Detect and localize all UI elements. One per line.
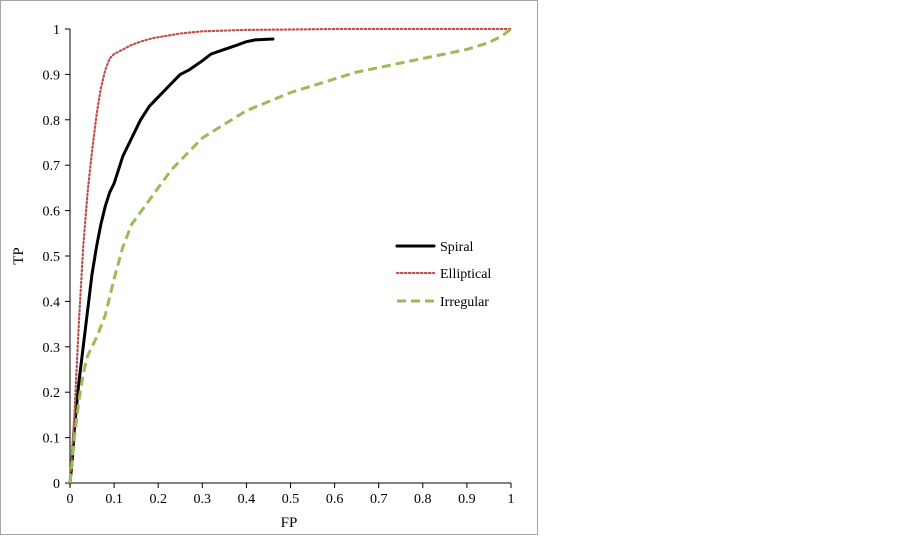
legend-label-irregular: Irregular [440, 295, 489, 310]
legend-label-elliptical: Elliptical [440, 267, 491, 282]
x-tick-label: 0.8 [414, 492, 432, 507]
y-tick-label: 0.4 [43, 295, 61, 310]
y-tick-label: 0.1 [43, 432, 61, 447]
x-tick-label: 0.3 [194, 492, 212, 507]
y-tick-label: 0.2 [43, 386, 61, 401]
x-tick-label: 0.6 [326, 492, 344, 507]
y-tick-label: 0 [53, 477, 60, 492]
legend-label-spiral: Spiral [440, 240, 474, 255]
x-tick-label: 0.7 [370, 492, 388, 507]
chart-frame [0, 0, 538, 535]
y-tick-label: 0.7 [43, 159, 61, 174]
series-line-elliptical [68, 27, 513, 485]
y-tick-label: 1 [53, 23, 60, 38]
series-layer [68, 27, 513, 485]
legend-item-irregular: Irregular [397, 295, 489, 310]
y-axis-ticks: 0 0.1 0.2 0.3 0.4 0.5 0.6 0.7 0.8 0.9 1 [43, 23, 70, 492]
x-tick-label: 0.2 [149, 492, 167, 507]
x-tick-label: 0.5 [282, 492, 300, 507]
series-line-irregular [68, 27, 512, 484]
y-tick-label: 0.6 [43, 205, 61, 220]
x-tick-label: 0 [67, 492, 74, 507]
y-tick-label: 0.5 [43, 250, 61, 265]
x-tick-label: 1 [508, 492, 515, 507]
y-tick-label: 0.9 [43, 68, 61, 83]
x-tick-label: 0.4 [238, 492, 256, 507]
legend-item-elliptical: Elliptical [395, 267, 491, 282]
y-tick-label: 0.3 [43, 341, 61, 356]
series-line-spiral [68, 37, 275, 485]
x-axis-title: FP [281, 515, 298, 531]
y-tick-label: 0.8 [43, 114, 61, 129]
x-axis-ticks: 0 0.1 0.2 0.3 0.4 0.5 0.6 0.7 0.8 0.9 1 [67, 483, 515, 507]
y-axis-title: TP [11, 247, 27, 265]
x-tick-label: 0.1 [105, 492, 123, 507]
legend: Spiral Elliptical Irregular [395, 240, 491, 310]
x-tick-label: 0.9 [458, 492, 476, 507]
legend-item-spiral: Spiral [395, 240, 474, 255]
